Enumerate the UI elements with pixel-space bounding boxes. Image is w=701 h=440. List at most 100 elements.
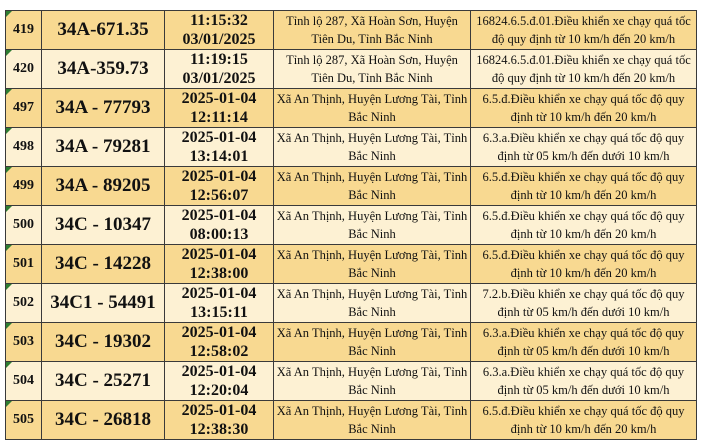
comment-marker-icon [6, 167, 12, 173]
time-cell: 2025-01-04 12:38:30 [164, 400, 274, 440]
time-line-1: 2025-01-04 [181, 363, 257, 380]
location-cell: Xã An Thịnh, Huyện Lương Tài, Tỉnh Bắc N… [273, 244, 471, 284]
stt-cell: 498 [5, 127, 42, 167]
time-cell: 2025-01-04 08:00:13 [164, 205, 274, 245]
table-row: 499 34A - 89205 2025-01-04 12:56:07 Xã An Th… [5, 166, 697, 206]
plate-cell: 34A-359.73 [41, 49, 165, 89]
comment-marker-icon [6, 11, 12, 17]
violation-cell: 6.3.a.Điều khiển xe chạy quá tốc độ quy … [470, 322, 697, 362]
stt-cell: 500 [5, 205, 42, 245]
violation-cell: 6.5.đ.Điều khiển xe chạy quá tốc độ quy … [470, 400, 697, 440]
time-line-2: 12:38:00 [189, 265, 249, 282]
violation-cell: 7.2.b.Điều khiển xe chạy quá tốc độ quy … [470, 283, 697, 323]
stt-cell: 419 [5, 10, 42, 50]
time-line-1: 11:15:32 [190, 12, 248, 29]
time-line-2: 12:38:30 [189, 421, 249, 438]
time-cell: 2025-01-04 12:38:00 [164, 244, 274, 284]
time-cell: 2025-01-04 12:56:07 [164, 166, 274, 206]
table-row: 501 34C - 14228 2025-01-04 12:38:00 Xã An Th… [5, 244, 697, 284]
time-cell: 2025-01-04 12:20:04 [164, 361, 274, 401]
table-row: 503 34C - 19302 2025-01-04 12:58:02 Xã An Th… [5, 322, 697, 362]
stt-cell: 504 [5, 361, 42, 401]
time-line-2: 08:00:13 [189, 226, 249, 243]
table-row: 419 34A-671.35 11:15:32 03/01/2025 Tỉnh lộ 2… [5, 10, 697, 50]
violations-table: 419 34A-671.35 11:15:32 03/01/2025 Tỉnh lộ 2… [5, 10, 697, 440]
table-row: 498 34A - 79281 2025-01-04 13:14:01 Xã An Th… [5, 127, 697, 167]
plate-cell: 34A - 77793 [41, 88, 165, 128]
stt: 498 [13, 139, 34, 154]
plate-cell: 34C - 14228 [41, 244, 165, 284]
stt: 505 [13, 412, 34, 427]
time-cell: 2025-01-04 13:14:01 [164, 127, 274, 167]
table-row: 504 34C - 25271 2025-01-04 12:20:04 Xã An Th… [5, 361, 697, 401]
table-row: 500 34C - 10347 2025-01-04 08:00:13 Xã An Th… [5, 205, 697, 245]
time-line-1: 2025-01-04 [181, 324, 257, 341]
stt: 420 [13, 61, 34, 76]
stt-cell: 497 [5, 88, 42, 128]
time-cell: 11:19:15 03/01/2025 [164, 49, 274, 89]
violation-cell: 6.5.đ.Điều khiển xe chạy quá tốc độ quy … [470, 88, 697, 128]
violation-cell: 6.3.a.Điều khiển xe chạy quá tốc độ quy … [470, 361, 697, 401]
time-line-1: 2025-01-04 [181, 402, 257, 419]
violation-cell: 16824.6.5.đ.01.Điều khiển xe chạy quá tố… [470, 10, 697, 50]
time-line-1: 2025-01-04 [181, 285, 257, 302]
comment-marker-icon [6, 206, 12, 212]
time-line-2: 03/01/2025 [182, 70, 256, 87]
stt-cell: 503 [5, 322, 42, 362]
time-line-2: 03/01/2025 [182, 31, 256, 48]
stt: 502 [13, 295, 34, 310]
plate-cell: 34C - 19302 [41, 322, 165, 362]
stt: 419 [13, 22, 34, 37]
comment-marker-icon [6, 245, 12, 251]
table-row: 420 34A-359.73 11:19:15 03/01/2025 Tỉnh lộ 2… [5, 49, 697, 89]
stt: 503 [13, 334, 34, 349]
location-cell: Tỉnh lộ 287, Xã Hoàn Sơn, Huyện Tiên Du,… [273, 49, 471, 89]
location-cell: Xã An Thịnh, Huyện Lương Tài, Tỉnh Bắc N… [273, 88, 471, 128]
stt-cell: 505 [5, 400, 42, 440]
comment-marker-icon [6, 323, 12, 329]
time-line-1: 2025-01-04 [181, 168, 257, 185]
location-cell: Xã An Thịnh, Huyện Lương Tài, Tỉnh Bắc N… [273, 166, 471, 206]
time-line-1: 2025-01-04 [181, 207, 257, 224]
stt: 499 [13, 178, 34, 193]
violation-cell: 16824.6.5.đ.01.Điều khiển xe chạy quá tố… [470, 49, 697, 89]
location-cell: Xã An Thịnh, Huyện Lương Tài, Tỉnh Bắc N… [273, 127, 471, 167]
location-cell: Xã An Thịnh, Huyện Lương Tài, Tỉnh Bắc N… [273, 400, 471, 440]
time-line-1: 2025-01-04 [181, 246, 257, 263]
stt: 501 [13, 256, 34, 271]
violation-cell: 6.5.đ.Điều khiển xe chạy quá tốc độ quy … [470, 166, 697, 206]
time-line-2: 12:20:04 [189, 382, 249, 399]
stt-cell: 499 [5, 166, 42, 206]
table-row: 505 34C - 26818 2025-01-04 12:38:30 Xã An Th… [5, 400, 697, 440]
plate-cell: 34A - 89205 [41, 166, 165, 206]
location-cell: Tỉnh lộ 287, Xã Hoàn Sơn, Huyện Tiên Du,… [273, 10, 471, 50]
location-cell: Xã An Thịnh, Huyện Lương Tài, Tỉnh Bắc N… [273, 205, 471, 245]
time-cell: 2025-01-04 13:15:11 [164, 283, 274, 323]
stt-cell: 502 [5, 283, 42, 323]
stt-cell: 420 [5, 49, 42, 89]
plate-cell: 34C - 25271 [41, 361, 165, 401]
time-line-2: 13:15:11 [190, 304, 248, 321]
time-line-2: 12:56:07 [189, 187, 249, 204]
comment-marker-icon [6, 284, 12, 290]
comment-marker-icon [6, 50, 12, 56]
location-cell: Xã An Thịnh, Huyện Lương Tài, Tỉnh Bắc N… [273, 322, 471, 362]
comment-marker-icon [6, 401, 12, 407]
time-line-2: 12:58:02 [189, 343, 249, 360]
stt: 497 [13, 100, 34, 115]
stt: 504 [13, 373, 34, 388]
stt-cell: 501 [5, 244, 42, 284]
violation-cell: 6.3.a.Điều khiển xe chạy quá tốc độ quy … [470, 127, 697, 167]
table-row: 502 34C1 - 54491 2025-01-04 13:15:11 Xã An T… [5, 283, 697, 323]
location-cell: Xã An Thịnh, Huyện Lương Tài, Tỉnh Bắc N… [273, 361, 471, 401]
time-line-1: 2025-01-04 [181, 129, 257, 146]
stt: 500 [13, 217, 34, 232]
violation-cell: 6.5.đ.Điều khiển xe chạy quá tốc độ quy … [470, 244, 697, 284]
plate-cell: 34C1 - 54491 [41, 283, 165, 323]
time-line-2: 13:14:01 [189, 148, 249, 165]
time-line-1: 2025-01-04 [181, 90, 257, 107]
time-cell: 2025-01-04 12:11:14 [164, 88, 274, 128]
time-cell: 11:15:32 03/01/2025 [164, 10, 274, 50]
plate-cell: 34C - 26818 [41, 400, 165, 440]
plate-cell: 34C - 10347 [41, 205, 165, 245]
